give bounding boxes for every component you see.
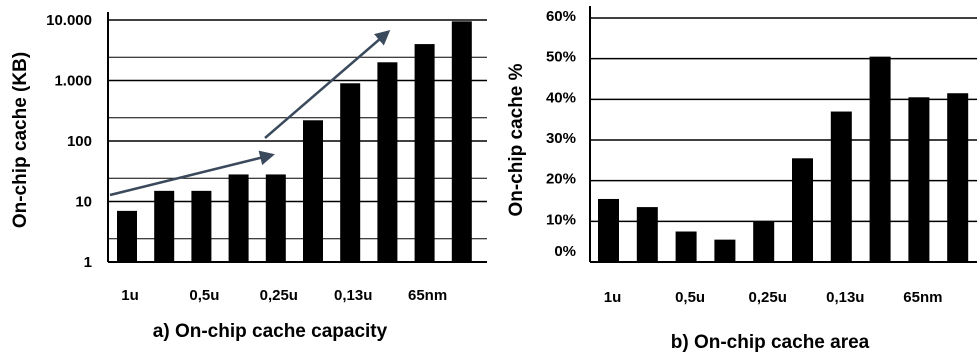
chart-b-bar	[753, 221, 775, 262]
chart-b-x-tick-label: 1u	[604, 289, 622, 306]
chart-b-bar	[908, 97, 930, 262]
chart-a-bar	[191, 190, 212, 262]
chart-a-y-tick-label: 1.000	[54, 73, 92, 90]
chart-a-x-tick-label: 65nm	[408, 287, 447, 304]
chart-b-y-axis-label: On-chip cache %	[506, 63, 527, 216]
chart-b-x-tick-label: 65nm	[903, 289, 942, 306]
chart-b-y-tick-label: 30%	[546, 130, 576, 147]
chart-a-bar	[265, 174, 286, 262]
chart-b-cache-area: On-chip cache % b) On-chip cache area 0%…	[506, 6, 977, 353]
chart-a-x-tick-label: 1u	[121, 287, 139, 304]
chart-a-bar	[117, 210, 137, 262]
chart-b-y-tick-label: 20%	[546, 171, 576, 188]
chart-b-x-tick-label: 0,5u	[675, 289, 705, 306]
chart-a-y-tick-label: 1	[84, 254, 92, 271]
chart-b-x-tick-label: 0,25u	[749, 289, 787, 306]
chart-b-bar	[714, 239, 736, 262]
chart-b-bar	[792, 158, 813, 262]
trend-arrow-high	[264, 30, 391, 139]
chart-b-bar	[636, 207, 658, 262]
chart-a-bar	[303, 120, 323, 263]
chart-a-y-tick-label: 10	[75, 194, 92, 211]
trend-arrow-low	[109, 150, 275, 197]
chart-a-x-tick-label: 0,25u	[260, 287, 298, 304]
chart-a-bar	[154, 190, 175, 262]
chart-b-y-tick-label: 60%	[546, 8, 576, 25]
chart-a-bar	[228, 174, 249, 262]
chart-b-y-tick-label: 0%	[554, 243, 576, 260]
chart-a-x-tick-label: 0,5u	[189, 287, 219, 304]
chart-b-x-tick-label: 0,13u	[826, 289, 864, 306]
chart-b-y-tick-label: 50%	[546, 49, 576, 66]
chart-b-bar	[598, 198, 619, 262]
chart-a-caption: a) On-chip cache capacity	[153, 321, 388, 342]
chart-a-bar	[451, 21, 472, 263]
chart-a-bar	[414, 44, 435, 262]
chart-b-y-tick-label: 10%	[546, 211, 576, 228]
chart-b-bar	[869, 56, 891, 263]
chart-b-bar	[947, 93, 969, 262]
chart-a-cache-capacity: On-chip cache (KB) a) On-chip cache capa…	[10, 12, 487, 342]
chart-b-bar	[830, 111, 852, 263]
chart-b-bar	[675, 231, 697, 262]
chart-a-y-tick-label: 100	[67, 133, 92, 150]
chart-b-y-tick-label: 40%	[546, 89, 576, 106]
chart-a-x-tick-label: 0,13u	[334, 287, 372, 304]
chart-b-caption: b) On-chip cache area	[671, 332, 870, 353]
chart-a-bar	[377, 62, 398, 262]
chart-a-y-axis-label: On-chip cache (KB)	[10, 52, 31, 228]
chart-a-y-tick-label: 10.000	[46, 12, 92, 29]
chart-a-bar	[340, 83, 361, 262]
